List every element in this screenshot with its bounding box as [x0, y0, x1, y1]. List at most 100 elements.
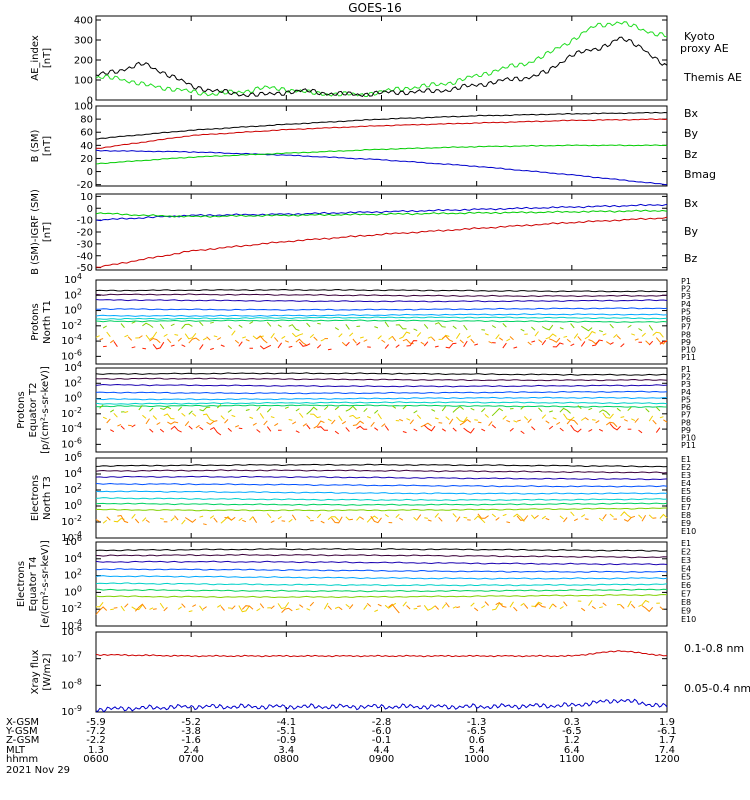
- pe-channel-p11: [306, 424, 311, 430]
- legend-en-e10: E10: [681, 527, 696, 536]
- pe-channel-p10: [459, 418, 471, 426]
- pe-channel-p8: [363, 407, 368, 413]
- pn-channel-p9: [359, 336, 364, 339]
- orbit-cell: 1000: [464, 754, 489, 765]
- panel-xray-ytick-label: 10-8: [61, 677, 82, 691]
- legend-en-e2: E2: [681, 463, 691, 472]
- en-channel-e10: [202, 523, 207, 526]
- pe-channel-p9: [377, 413, 382, 420]
- panel-en-ytick-exp: -2: [74, 514, 82, 523]
- panel-bigrf-ytick-label: -50: [77, 263, 93, 274]
- pn-channel-p9: [631, 333, 636, 336]
- en-channel-e9: [366, 515, 379, 523]
- en-channel-e10: [573, 518, 579, 522]
- ee-channel-e10: [153, 608, 157, 610]
- ee-channel-e8: [95, 593, 668, 599]
- ee-channel-e1: [95, 548, 668, 552]
- pe-channel-p8: [334, 406, 340, 411]
- legend-ee-e10: E10: [681, 615, 696, 624]
- pe-channel-p11: [570, 424, 582, 433]
- panel-bigrf-series-bx: [95, 203, 668, 222]
- pe-channel-p9: [349, 414, 361, 420]
- en-channel-e9: [142, 517, 147, 522]
- pe-channel-p10: [370, 421, 375, 427]
- pn-channel-p11: [463, 340, 468, 348]
- pe-channel-p8: [227, 409, 232, 413]
- pe-channel-p9: [231, 414, 236, 418]
- panel-bsm-ytick-label: 100: [74, 102, 93, 113]
- legend-xray-long: 0.1-0.8 nm: [684, 642, 744, 655]
- ee-channel-e9: [306, 608, 311, 611]
- orbit-cell: 7.4: [659, 745, 675, 756]
- pn-channel-p8: [181, 323, 193, 330]
- ee-channel-e9: [481, 605, 486, 609]
- pe-channel-p9: [259, 413, 265, 419]
- pn-channel-p10: [206, 336, 211, 341]
- ee-channel-e10: [552, 603, 557, 608]
- pe-channel-p11: [345, 427, 350, 432]
- pn-channel-p11: [474, 343, 479, 346]
- pe-channel-p4: [95, 390, 668, 395]
- pe-channel-p11: [384, 425, 390, 431]
- ee-channel-e10: [563, 601, 568, 607]
- pe-channel-p9: [406, 418, 411, 421]
- pn-channel-p11: [170, 344, 175, 347]
- panel-pe-ytick-label: 100: [64, 391, 82, 405]
- panel-en-ytick-exp: 6: [77, 450, 82, 459]
- panel-en-ytick-label: 104: [64, 466, 82, 480]
- ee-channel-e9: [256, 608, 261, 612]
- legend-bsm-bx: Bx: [684, 107, 699, 120]
- pn-channel-p10: [645, 340, 650, 345]
- pn-channel-p8: [627, 324, 632, 328]
- ee-channel-e10: [534, 602, 546, 608]
- ee-channel-e10: [406, 605, 411, 610]
- ee-channel-e10: [523, 603, 529, 609]
- pn-channel-p11: [113, 341, 118, 347]
- pn-channel-p11: [299, 341, 311, 347]
- pe-channel-p11: [491, 424, 497, 429]
- ee-channel-e10: [349, 604, 354, 610]
- ee-channel-e10: [591, 605, 596, 610]
- en-channel-e9: [277, 516, 282, 520]
- orbit-cell: -7.2: [86, 726, 106, 737]
- en-channel-e10: [602, 514, 607, 520]
- pe-channel-p8: [177, 406, 182, 411]
- panel-ae-ylabel: AE_index: [30, 35, 41, 81]
- orbit-cell: -5.9: [86, 717, 106, 728]
- panel-bigrf-ytick-label: 0: [87, 204, 93, 215]
- pn-channel-p10: [459, 339, 464, 344]
- en-channel-e10: [224, 516, 236, 521]
- pe-channel-p10: [584, 417, 589, 421]
- legend-xray-short: 0.05-0.4 nm: [684, 682, 750, 695]
- pn-channel-p11: [406, 340, 418, 347]
- panel-ee-ytick-exp: -2: [74, 601, 82, 610]
- pe-channel-p8: [374, 409, 379, 414]
- pn-channel-p8: [638, 328, 643, 332]
- pn-channel-p9: [455, 332, 461, 339]
- panel-xray-ytick-label: 10-6: [61, 624, 82, 638]
- pe-channel-p9: [445, 416, 450, 421]
- en-channel-e9: [413, 517, 418, 521]
- pe-channel-p11: [548, 425, 554, 430]
- panel-pn-ytick-label: 100: [64, 303, 82, 317]
- panel-bigrf-ytick-label: -30: [77, 239, 93, 250]
- panel-pn-ytick-exp: 4: [77, 272, 82, 281]
- ee-channel-e9: [96, 601, 104, 608]
- pn-channel-p11: [210, 347, 214, 350]
- ee-channel-e9: [363, 604, 368, 610]
- pe-channel-p8: [266, 408, 272, 413]
- pe-channel-p8: [598, 409, 611, 416]
- ee-channel-e3: [95, 560, 668, 566]
- ee-channel-e10: [270, 605, 275, 610]
- pn-channel-p3: [95, 299, 668, 303]
- en-channel-e10: [252, 516, 258, 523]
- pn-channel-p8: [120, 323, 125, 329]
- pe-channel-p9: [142, 414, 147, 419]
- panel-en-ytick-label: 100: [64, 498, 82, 512]
- pe-channel-p8: [256, 406, 261, 412]
- pe-channel-p11: [149, 428, 154, 433]
- legend-ee-e6: E6: [681, 581, 691, 590]
- pe-channel-p9: [288, 419, 293, 421]
- orbit-cell: 1.2: [564, 735, 580, 746]
- pe-channel-p8: [138, 404, 143, 411]
